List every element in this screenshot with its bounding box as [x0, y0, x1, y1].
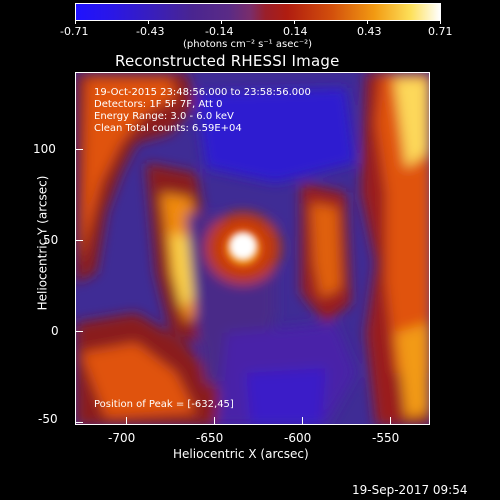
- x-tick-label: -650: [196, 431, 224, 445]
- colorbar-tick-label: -0.71: [60, 25, 89, 38]
- colorbar-tick-label: 0.43: [357, 25, 382, 38]
- peak-position-text: Position of Peak = [-632,45]: [94, 399, 234, 410]
- colorbar-tick-label: -0.43: [136, 25, 165, 38]
- x-tick-label: -600: [284, 431, 312, 445]
- timestamp-footer: 19-Sep-2017 09:54: [352, 483, 468, 497]
- y-tick-label: 50: [43, 233, 59, 247]
- colorbar-tick: [75, 20, 76, 24]
- x-tick-mark: [390, 417, 391, 425]
- colorbar-tick-label: -0.14: [205, 25, 234, 38]
- colorbar-tick: [440, 20, 441, 24]
- y-tick-label: 100: [33, 142, 56, 156]
- peak-source: [217, 222, 269, 274]
- y-tick-mark: [75, 422, 83, 423]
- y-tick-mark: [75, 331, 83, 332]
- rhessi-image-map: [76, 73, 429, 424]
- energy-range-text: Energy Range: 3.0 - 6.0 keV: [94, 111, 234, 122]
- detectors-text: Detectors: 1F 5F 7F, Att 0: [94, 99, 223, 110]
- image-plot[interactable]: 19-Oct-2015 23:48:56.000 to 23:58:56.000…: [75, 72, 430, 425]
- x-tick-mark: [126, 417, 127, 425]
- y-tick-mark: [75, 149, 83, 150]
- x-tick-mark: [302, 417, 303, 425]
- colorbar-tick-label: 0.71: [428, 25, 453, 38]
- x-tick-label: -700: [108, 431, 136, 445]
- colorbar-tick: [221, 20, 222, 24]
- y-axis-label: Heliocentric Y (arcsec): [35, 175, 50, 311]
- y-tick-mark: [75, 240, 83, 241]
- colorbar-tick: [148, 20, 149, 24]
- y-tick-label: -50: [38, 412, 58, 426]
- clean-counts-text: Clean Total counts: 6.59E+04: [94, 123, 242, 134]
- time-range-text: 19-Oct-2015 23:48:56.000 to 23:58:56.000: [94, 87, 311, 98]
- colorbar-tick-label: 0.14: [283, 25, 308, 38]
- x-axis-label: Heliocentric X (arcsec): [173, 447, 309, 461]
- colorbar-tick: [294, 20, 295, 24]
- image-title: Reconstructed RHESSI Image: [115, 52, 340, 70]
- colorbar: [75, 3, 441, 21]
- x-tick-label: -550: [372, 431, 400, 445]
- x-tick-mark: [214, 417, 215, 425]
- emission-layers: [76, 73, 429, 424]
- colorbar-tick: [367, 20, 368, 24]
- y-tick-label: 0: [51, 324, 59, 338]
- colorbar-unit-label: (photons cm⁻² s⁻¹ asec⁻²): [183, 39, 313, 50]
